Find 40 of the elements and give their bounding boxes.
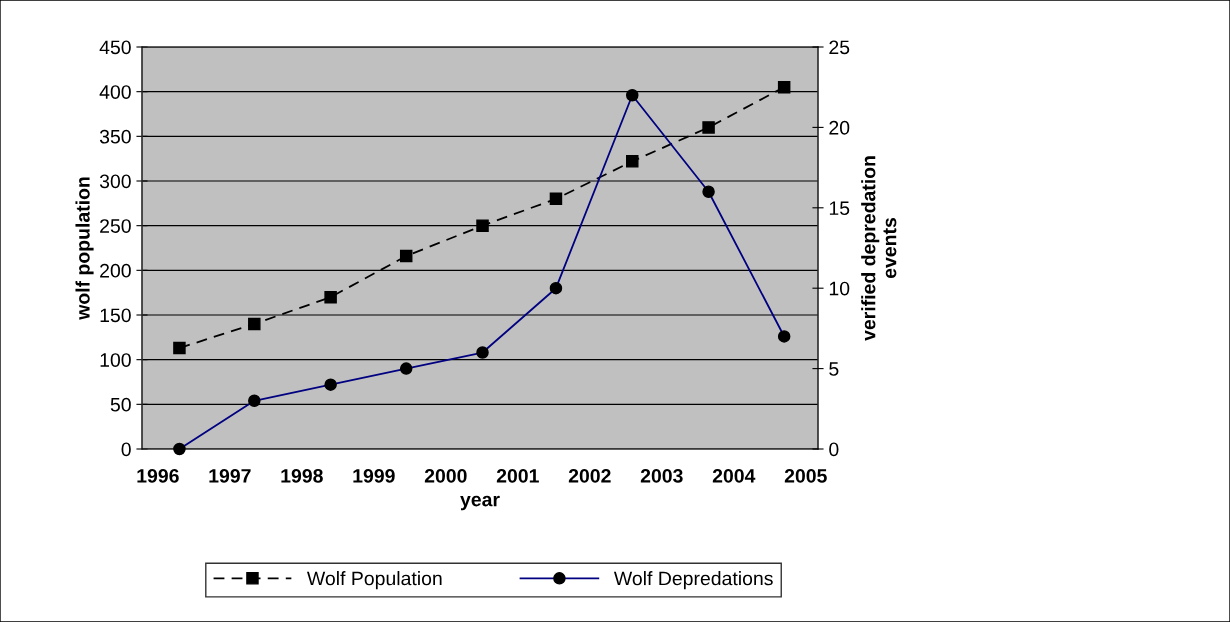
y-axis-title: wolf population — [75, 177, 94, 320]
y-tick-label: 200 — [100, 263, 131, 278]
point — [399, 249, 413, 263]
legend-label: Wolf Population — [306, 571, 442, 590]
point — [702, 121, 715, 134]
y2-tick-label: 20 — [829, 120, 850, 135]
y-tick-label: 250 — [100, 219, 131, 233]
x-tick-label: 2000 — [424, 468, 467, 483]
x-tick-label: 2004 — [712, 468, 756, 483]
y-tick-label: 350 — [99, 129, 131, 144]
x-tick-label: 2001 — [496, 468, 539, 483]
x-tick-label: 1998 — [281, 468, 323, 483]
point — [324, 290, 337, 304]
y2-tick-label: 25 — [829, 40, 850, 55]
x-axis-title: year — [460, 495, 500, 511]
y-tick-label: 100 — [100, 353, 131, 367]
x-tick-label: 1997 — [209, 468, 251, 483]
x-tick-label: 1996 — [137, 468, 179, 483]
y2-axis-title: verified depredation events — [861, 156, 897, 341]
x-tick-label: 2002 — [568, 468, 611, 483]
legend-label: Wolf Depredations — [613, 571, 773, 590]
y2-tick-label: 5 — [829, 362, 839, 376]
x-tick-label: 1999 — [353, 468, 395, 483]
y-tick-label: 400 — [99, 85, 131, 99]
x-tick-label: 2003 — [640, 468, 683, 483]
point — [248, 317, 261, 331]
y2-tick-label: 10 — [829, 281, 850, 296]
point — [476, 219, 489, 232]
y2-tick-label: 15 — [829, 201, 850, 216]
point — [777, 80, 791, 94]
point — [626, 155, 639, 168]
point — [549, 192, 563, 206]
y-tick-label: 150 — [100, 308, 131, 323]
point — [173, 341, 186, 355]
y-tick-label: 50 — [110, 397, 131, 412]
y2-tick-label: 0 — [829, 442, 839, 457]
y-tick-label: 0 — [121, 442, 131, 457]
x-tick-label: 2005 — [784, 468, 827, 483]
y-tick-label: 300 — [99, 174, 131, 189]
y-tick-label: 450 — [99, 40, 131, 55]
